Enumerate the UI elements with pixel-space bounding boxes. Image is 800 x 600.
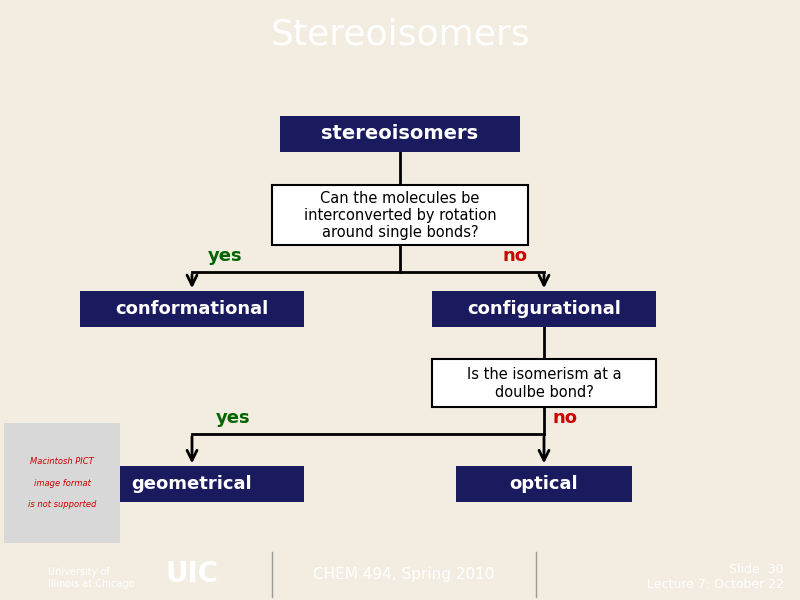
Text: optical: optical — [510, 475, 578, 493]
Text: Can the molecules be
interconverted by rotation
around single bonds?: Can the molecules be interconverted by r… — [304, 191, 496, 240]
Text: configurational: configurational — [467, 300, 621, 318]
Text: Is the isomerism at a
doulbe bond?: Is the isomerism at a doulbe bond? — [466, 367, 622, 400]
Text: Stereoisomers: Stereoisomers — [270, 17, 530, 52]
FancyBboxPatch shape — [432, 291, 656, 327]
Text: Macintosh PICT: Macintosh PICT — [30, 457, 94, 466]
Text: yes: yes — [216, 409, 250, 427]
Text: Slide  30: Slide 30 — [730, 563, 784, 576]
FancyBboxPatch shape — [0, 418, 125, 548]
Text: University of: University of — [48, 567, 110, 577]
Text: no: no — [503, 247, 528, 265]
FancyBboxPatch shape — [432, 359, 656, 407]
Text: Lecture 7: October 22: Lecture 7: October 22 — [647, 578, 784, 591]
FancyBboxPatch shape — [80, 291, 304, 327]
Text: stereoisomers: stereoisomers — [322, 124, 478, 143]
Text: geometrical: geometrical — [132, 475, 252, 493]
Text: image format: image format — [34, 479, 90, 487]
Text: Illinois at Chicago: Illinois at Chicago — [48, 578, 134, 589]
FancyBboxPatch shape — [280, 116, 520, 152]
FancyBboxPatch shape — [456, 466, 632, 502]
Text: is not supported: is not supported — [28, 500, 96, 509]
FancyBboxPatch shape — [272, 185, 528, 245]
Text: conformational: conformational — [115, 300, 269, 318]
Text: yes: yes — [208, 247, 242, 265]
Text: no: no — [552, 409, 577, 427]
FancyBboxPatch shape — [80, 466, 304, 502]
Text: UIC: UIC — [166, 560, 218, 589]
Text: CHEM 494, Spring 2010: CHEM 494, Spring 2010 — [314, 567, 494, 582]
